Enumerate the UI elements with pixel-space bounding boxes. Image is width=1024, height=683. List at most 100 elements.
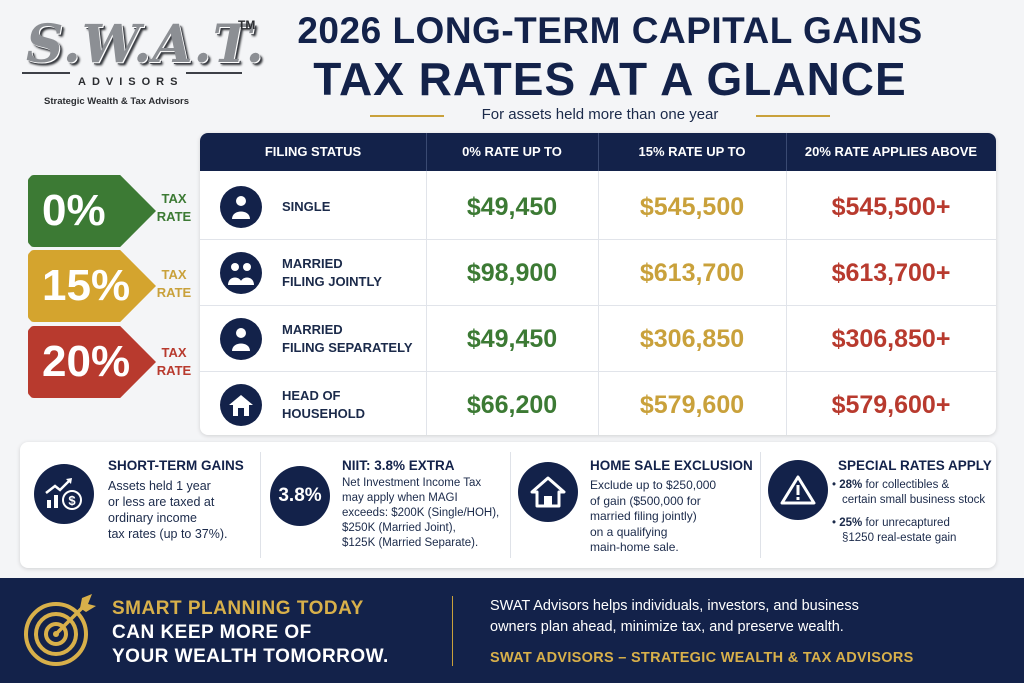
rate-tag-zero: 0% <box>28 175 156 247</box>
header-twenty-rate: 20% RATE APPLIES ABOVE <box>804 144 978 159</box>
bullet-rate: 25% <box>839 517 863 529</box>
bullet-text: §1250 real-estate gain <box>842 532 957 544</box>
column-divider <box>426 171 427 435</box>
home-sale-body: Exclude up to $250,000 of gain ($500,000… <box>590 478 760 556</box>
swat-logo: S.W.A.T. TM ADVISORS Strategic Wealth & … <box>18 14 264 107</box>
rate-tag-label-fifteen: TAX RATE <box>150 266 198 302</box>
bullet-text: certain small business stock <box>842 494 986 506</box>
status-label: MARRIED FILING SEPARATELY <box>282 321 442 357</box>
card-body-line: on a qualifying <box>590 524 668 539</box>
page-subtitle: For assets held more than one year <box>481 106 719 123</box>
fifteen-rate-cell: $545,500 <box>639 193 745 221</box>
card-body-line: Exclude up to $250,000 <box>590 478 717 492</box>
page-title-line1: 2026 LONG-TERM CAPITAL GAINS <box>297 10 923 51</box>
person-icon <box>220 186 262 228</box>
rate-tag-label-twenty: TAX RATE <box>150 344 198 380</box>
niit-title: NIIT: 3.8% EXTRA <box>342 458 455 473</box>
logo-trademark: TM <box>238 18 256 32</box>
table-row: MARRIED FILING JOINTLY $98,900 $613,700 … <box>200 240 996 306</box>
rate-tag-word: TAX <box>161 345 187 360</box>
card-body-line: $125K (Married Separate). <box>342 537 479 549</box>
footer-description: SWAT Advisors helps individuals, investo… <box>490 596 990 638</box>
table-row: SINGLE $49,450 $545,500 $545,500+ <box>200 174 996 240</box>
status-label: MARRIED FILING JOINTLY <box>282 255 442 291</box>
card-body-line: Assets held 1 year <box>108 479 211 493</box>
footer-headline-line3: YOUR WEALTH TOMORROW. <box>112 646 389 667</box>
column-divider <box>598 171 599 435</box>
footer-brand: SWAT ADVISORS – STRATEGIC WEALTH & TAX A… <box>490 650 914 666</box>
header-zero-rate: 0% RATE UP TO <box>462 144 562 159</box>
card-body-line: $250K (Married Joint), <box>342 522 456 534</box>
header-fifteen-rate: 15% RATE UP TO <box>638 144 746 159</box>
subtitle-block: For assets held more than one year <box>370 104 830 126</box>
logo-rule-right <box>186 72 242 74</box>
footer-description-line: owners plan ahead, minimize tax, and pre… <box>490 619 844 635</box>
column-divider <box>786 171 787 435</box>
status-label-line: HOUSEHOLD <box>282 406 366 421</box>
footer-headline-line1: SMART PLANNING TODAY <box>112 598 364 619</box>
subtitle-rule-right <box>756 115 830 117</box>
page-title-line2: TAX RATES AT A GLANCE <box>313 53 907 105</box>
card-body-line: Net Investment Income Tax <box>342 477 482 489</box>
card-body-line: of gain ($500,000 for <box>590 493 701 508</box>
rate-tag-value: 0% <box>42 186 106 235</box>
header-divider <box>786 133 787 171</box>
special-rate-bullet: • 28% for collectibles & certain small b… <box>832 478 992 508</box>
home-sale-title: HOME SALE EXCLUSION <box>590 458 753 473</box>
rate-tag-fifteen: 15% <box>28 250 156 322</box>
card-body-line: exceeds: $200K (Single/HOH), <box>342 507 500 519</box>
header-filing-status: FILING STATUS <box>264 144 362 159</box>
zero-rate-cell: $49,450 <box>466 193 558 221</box>
table-row: MARRIED FILING SEPARATELY $49,450 $306,8… <box>200 306 996 372</box>
rate-tag-word: TAX <box>161 191 187 206</box>
svg-text:$: $ <box>68 493 76 508</box>
fifteen-rate-cell: $579,600 <box>639 391 745 419</box>
status-label-line: HEAD OF <box>282 388 341 403</box>
twenty-rate-cell: $579,600+ <box>831 391 951 419</box>
rate-tag-twenty: 20% <box>28 326 156 398</box>
footer-headline-line2: CAN KEEP MORE OF <box>112 622 312 643</box>
twenty-rate-cell: $613,700+ <box>831 259 951 287</box>
bullet-text: for collectibles & <box>862 479 950 491</box>
bullet-text: for unrecaptured <box>862 517 950 529</box>
zero-rate-cell: $98,900 <box>466 259 558 287</box>
status-label-line: FILING SEPARATELY <box>282 340 413 355</box>
status-label: SINGLE <box>282 199 331 214</box>
card-divider <box>760 452 761 558</box>
twenty-rate-cell: $306,850+ <box>831 325 951 353</box>
logo-rule-left <box>22 72 70 74</box>
status-label-line: MARRIED <box>282 322 343 337</box>
header-divider <box>598 133 599 171</box>
house-icon <box>518 462 578 522</box>
rate-tag-label-zero: TAX RATE <box>150 190 198 226</box>
subtitle-rule-left <box>370 115 444 117</box>
short-term-body: Assets held 1 year or less are taxed at … <box>108 478 258 542</box>
niit-body: Net Investment Income Tax may apply when… <box>342 476 522 551</box>
status-label: HEAD OF HOUSEHOLD <box>282 387 442 423</box>
card-divider <box>510 452 511 558</box>
table-row: HEAD OF HOUSEHOLD $66,200 $579,600 $579,… <box>200 372 996 435</box>
twenty-rate-cell: $545,500+ <box>831 193 951 221</box>
card-divider <box>260 452 261 558</box>
header-divider <box>426 133 427 171</box>
logo-tagline: Strategic Wealth & Tax Advisors <box>44 96 190 107</box>
rate-tag-word: RATE <box>156 285 192 300</box>
table-header: FILING STATUS 0% RATE UP TO 15% RATE UP … <box>200 133 996 171</box>
card-body-line: or less are taxed at <box>108 495 215 509</box>
zero-rate-cell: $66,200 <box>466 391 558 419</box>
card-body-line: may apply when MAGI <box>342 492 458 504</box>
logo-subtitle: ADVISORS <box>78 76 184 88</box>
niit-badge: 3.8% <box>270 466 330 526</box>
zero-rate-cell: $49,450 <box>466 325 558 353</box>
rate-tag-value: 20% <box>42 337 131 386</box>
rate-tag-value: 15% <box>42 261 131 310</box>
growth-money-icon: $ <box>34 464 94 524</box>
special-rates-title: SPECIAL RATES APPLY <box>838 458 992 473</box>
footer-divider <box>452 596 453 666</box>
short-term-title: SHORT-TERM GAINS <box>108 458 244 473</box>
status-label-line: FILING JOINTLY <box>282 274 382 289</box>
footer-banner: SMART PLANNING TODAY CAN KEEP MORE OF YO… <box>0 578 1024 683</box>
bullet-rate: 28% <box>839 479 863 491</box>
rates-table: FILING STATUS 0% RATE UP TO 15% RATE UP … <box>200 133 996 435</box>
fifteen-rate-cell: $613,700 <box>639 259 745 287</box>
